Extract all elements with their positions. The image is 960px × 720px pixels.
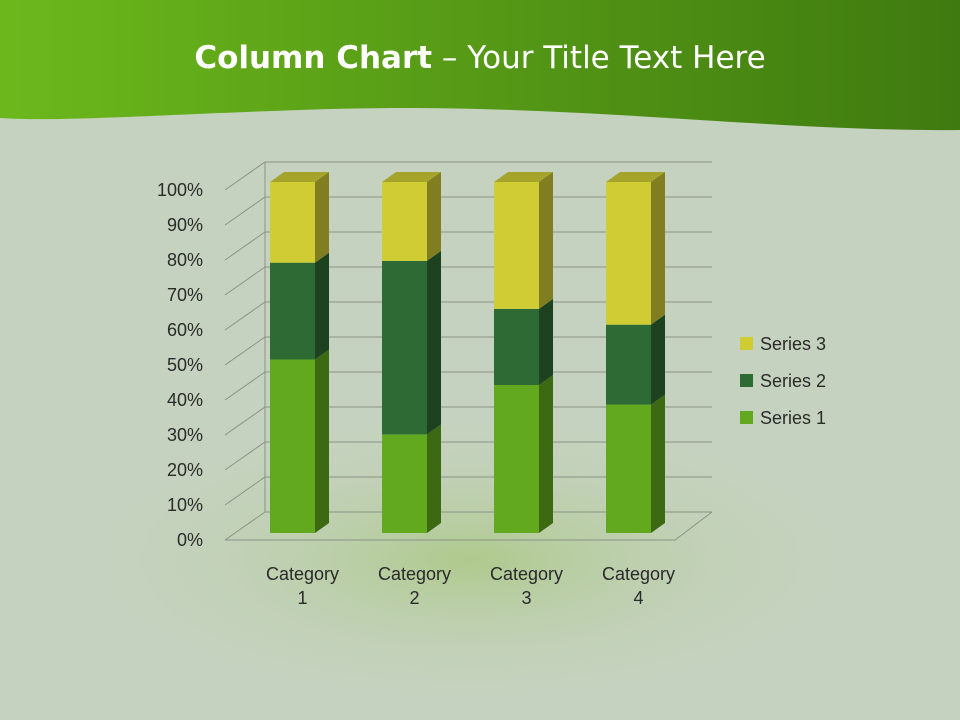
x-tick-label: 1 — [297, 588, 307, 608]
bar-side — [651, 314, 665, 405]
bar-side — [539, 374, 553, 533]
bar-series-2-cat4 — [606, 324, 651, 405]
legend-label: Series 2 — [760, 371, 826, 391]
bar-series-1-cat3 — [494, 384, 539, 533]
x-tick-label: 2 — [409, 588, 419, 608]
bar-series-1-cat1 — [270, 359, 315, 533]
bar-series-3-cat2 — [382, 182, 427, 261]
bar-top — [382, 172, 441, 182]
bar-series-2-cat3 — [494, 308, 539, 385]
bar-side — [427, 250, 441, 435]
y-tick-label: 40% — [167, 390, 203, 410]
bar-side — [539, 298, 553, 385]
bar-series-2-cat1 — [270, 262, 315, 360]
y-tick-label: 10% — [167, 495, 203, 515]
y-tick-label: 100% — [157, 180, 203, 200]
y-tick-label: 80% — [167, 250, 203, 270]
bar-side — [651, 394, 665, 533]
bar-top — [494, 172, 553, 182]
y-tick-label: 90% — [167, 215, 203, 235]
x-tick-label: Category — [266, 564, 339, 584]
y-tick-label: 30% — [167, 425, 203, 445]
y-tick-label: 60% — [167, 320, 203, 340]
bar-series-3-cat1 — [270, 182, 315, 263]
legend-label: Series 3 — [760, 334, 826, 354]
x-tick-label: Category — [378, 564, 451, 584]
bar-series-2-cat2 — [382, 260, 427, 435]
x-tick-label: 4 — [633, 588, 643, 608]
slide-title: Column Chart – Your Title Text Here — [194, 40, 766, 76]
bar-side — [539, 172, 553, 309]
bar-side — [651, 172, 665, 325]
legend-swatch — [740, 411, 753, 424]
bar-side — [315, 252, 329, 360]
y-tick-label: 70% — [167, 285, 203, 305]
bar-top — [606, 172, 665, 182]
bar-side — [427, 424, 441, 533]
bar-series-3-cat4 — [606, 182, 651, 325]
y-tick-label: 20% — [167, 460, 203, 480]
bar-series-1-cat2 — [382, 434, 427, 533]
x-tick-label: 3 — [521, 588, 531, 608]
legend-swatch — [740, 374, 753, 387]
x-tick-label: Category — [602, 564, 675, 584]
bar-side — [427, 172, 441, 261]
bar-side — [315, 172, 329, 263]
legend-swatch — [740, 337, 753, 350]
y-tick-label: 50% — [167, 355, 203, 375]
y-tick-label: 0% — [177, 530, 203, 550]
bar-side — [315, 349, 329, 533]
bar-series-1-cat4 — [606, 404, 651, 533]
floor-edge — [225, 511, 713, 541]
x-tick-label: Category — [490, 564, 563, 584]
bar-top — [270, 172, 329, 182]
header-band — [0, 0, 960, 131]
legend-label: Series 1 — [760, 408, 826, 428]
bar-series-3-cat3 — [494, 182, 539, 309]
